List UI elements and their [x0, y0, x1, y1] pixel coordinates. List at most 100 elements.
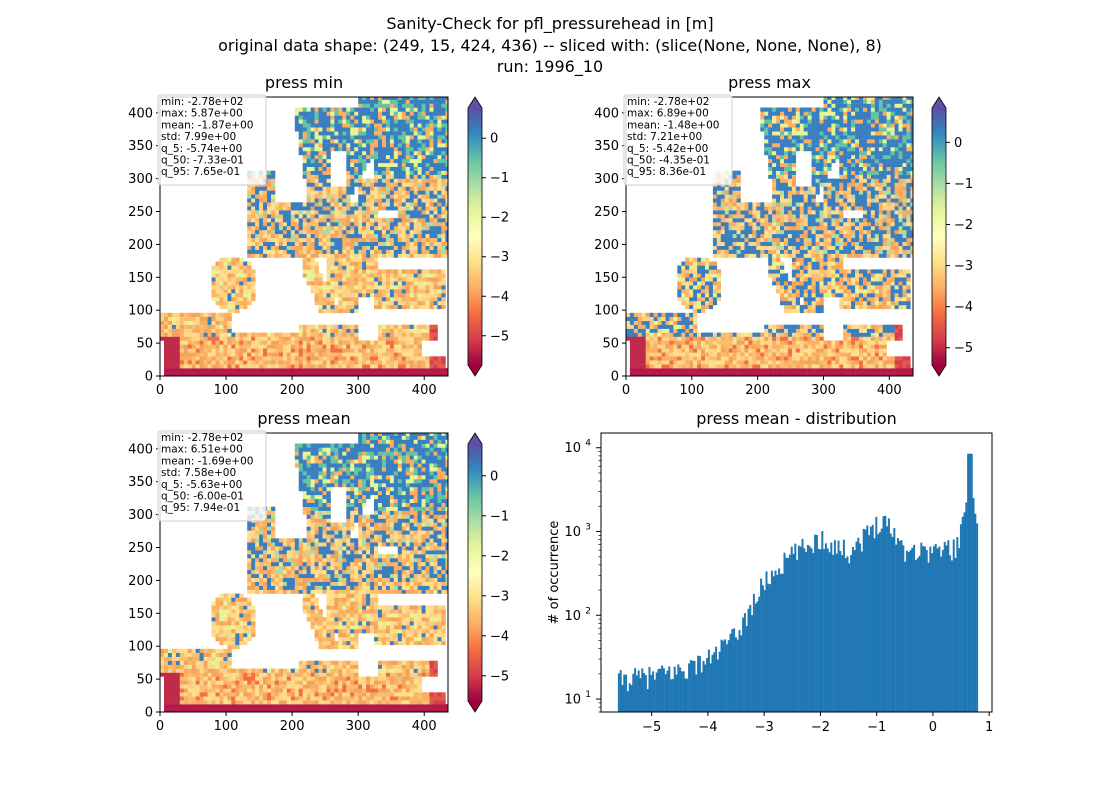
histogram-bar [626, 691, 629, 712]
histogram-bar [909, 550, 912, 712]
stats-line: q_95: 7.94e-01 [161, 502, 240, 514]
colorbar-tick-label: 0 [490, 469, 498, 484]
colorbar-extend-max [468, 433, 482, 444]
x-tick-label: −5 [642, 720, 661, 735]
histogram-bar [958, 548, 961, 712]
histogram-bar [621, 685, 624, 712]
histogram-bar [972, 498, 975, 712]
histogram-bar [652, 671, 655, 712]
stats-box [623, 94, 733, 186]
histogram-bar [697, 655, 700, 712]
histogram-bar [949, 555, 952, 712]
histogram-bar [797, 545, 800, 712]
colorbar-tick-label: −2 [954, 218, 973, 233]
colorbar-tick-label: −3 [954, 259, 973, 274]
stats-line: q_5: -5.74e+00 [161, 143, 242, 155]
histogram-bar [769, 584, 772, 712]
histogram-bar [628, 683, 631, 712]
histogram-bar [770, 570, 773, 712]
stats-box [157, 430, 267, 522]
histogram-bar [729, 633, 732, 712]
y-tick-label: 0 [145, 370, 153, 385]
histogram-bar [698, 656, 701, 712]
stats-line: std: 7.99e+00 [161, 131, 236, 143]
histogram-bar [691, 660, 694, 712]
histogram-bar [662, 668, 665, 712]
histogram-bar [826, 548, 829, 712]
histogram-bar [891, 536, 894, 712]
histogram-bar [707, 649, 710, 712]
histogram-bar [936, 548, 939, 712]
histogram-bar [752, 593, 755, 712]
histogram-bar [925, 550, 928, 712]
y-tick-exponent: 2 [585, 606, 591, 616]
histogram-bar [641, 668, 644, 712]
colorbar-tick-label: −2 [490, 211, 509, 226]
histogram-bar [922, 546, 925, 712]
histogram-bar [805, 551, 808, 712]
histogram-bar [869, 526, 872, 712]
histogram-bar [853, 550, 856, 712]
heatmap-panel-2: press max 0 100 200 300 400 0 50 100 150 200 250 300… [594, 73, 973, 398]
histogram-bar [655, 672, 658, 712]
histogram-bar [680, 671, 683, 712]
histogram-bar [931, 553, 934, 712]
stats-box [157, 94, 267, 186]
histogram-bar [623, 674, 626, 712]
histogram-panel: press mean - distribution −5 −4 −3 −2 −1 0 1 10 1… [547, 409, 993, 735]
histogram-bar [832, 554, 835, 712]
histogram-bar [898, 540, 901, 712]
histogram-bar [700, 672, 703, 712]
histogram-bar [799, 546, 802, 712]
histogram-bar [706, 658, 709, 712]
histogram-bars [617, 453, 979, 712]
y-tick-label: 400 [128, 442, 153, 457]
histogram-bar [905, 550, 908, 712]
y-tick-label: 250 [594, 205, 619, 220]
histogram-bar [837, 540, 840, 712]
colorbar-outline [467, 432, 483, 713]
colorbar-tick-label: 0 [954, 136, 962, 151]
histogram-bar [646, 689, 649, 712]
y-tick-label: 350 [128, 475, 153, 490]
histogram-bar [639, 678, 642, 712]
histogram-bar [821, 531, 824, 712]
x-tick-label: 400 [412, 383, 437, 398]
y-tick-label: 300 [594, 172, 619, 187]
histogram-bar [643, 673, 646, 712]
histogram-bar [693, 660, 696, 712]
histogram-bar [632, 673, 635, 712]
y-tick-exponent: 1 [585, 690, 591, 700]
histogram-bar [841, 555, 844, 712]
x-tick-label: 400 [877, 383, 902, 398]
histogram-bar [810, 548, 813, 712]
histogram-bar [916, 558, 919, 712]
histogram-bar [895, 544, 898, 712]
histogram-bar [945, 545, 948, 712]
histogram-bar [686, 678, 689, 712]
histogram-bar [968, 453, 971, 712]
figure-title-line-3: run: 1996_10 [496, 57, 604, 76]
histogram-bar [848, 563, 851, 712]
colorbar-extend-max [468, 97, 482, 108]
x-tick-label: 200 [280, 719, 305, 734]
stats-line: q_50: -4.35e-01 [627, 155, 710, 167]
histogram-bar [790, 546, 793, 712]
histogram-bar [760, 578, 763, 712]
y-tick-label: 150 [128, 271, 153, 286]
histogram-bar [709, 663, 712, 712]
histogram-bar [792, 553, 795, 712]
histogram-bar [803, 548, 806, 712]
colorbar-tick-label: −1 [490, 509, 509, 524]
x-tick-label: −3 [755, 720, 774, 735]
histogram-bar [781, 573, 784, 712]
histogram-bar [684, 678, 687, 712]
histogram-bar [927, 562, 930, 712]
heatmap-cells [160, 433, 449, 713]
y-tick-label: 200 [128, 574, 153, 589]
histogram-bar [880, 528, 883, 712]
histogram-bar [754, 603, 757, 712]
histogram-bar [824, 543, 827, 712]
histogram-bar [722, 640, 725, 712]
y-tick-label: 350 [128, 139, 153, 154]
